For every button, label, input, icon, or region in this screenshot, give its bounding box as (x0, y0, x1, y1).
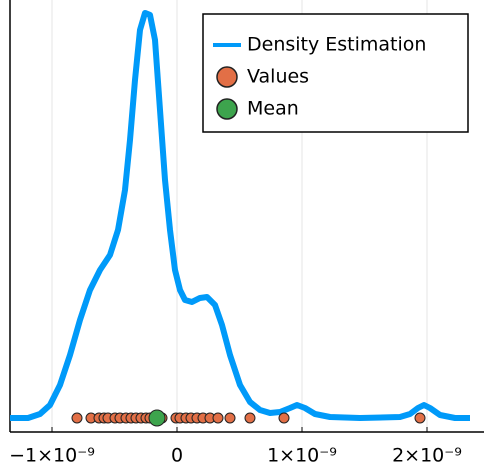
legend-box (202, 13, 469, 133)
point (414, 412, 426, 424)
legend-marker (216, 98, 238, 120)
point (224, 412, 236, 424)
x-tick-label: 1×10⁻⁹ (267, 445, 337, 467)
point (278, 412, 290, 424)
point (244, 412, 256, 424)
density-line (10, 9, 470, 421)
x-tick-label: 2×10⁻⁹ (392, 445, 462, 467)
x-tick-label: 0 (171, 445, 183, 467)
legend-label: Density Estimation (247, 34, 426, 56)
point (71, 412, 83, 424)
point (212, 412, 224, 424)
legend-marker (216, 66, 238, 88)
point (148, 409, 166, 427)
legend-label: Values (247, 66, 309, 88)
legend-label: Mean (247, 98, 299, 120)
x-tick-label: −1×10⁻⁹ (9, 445, 95, 467)
